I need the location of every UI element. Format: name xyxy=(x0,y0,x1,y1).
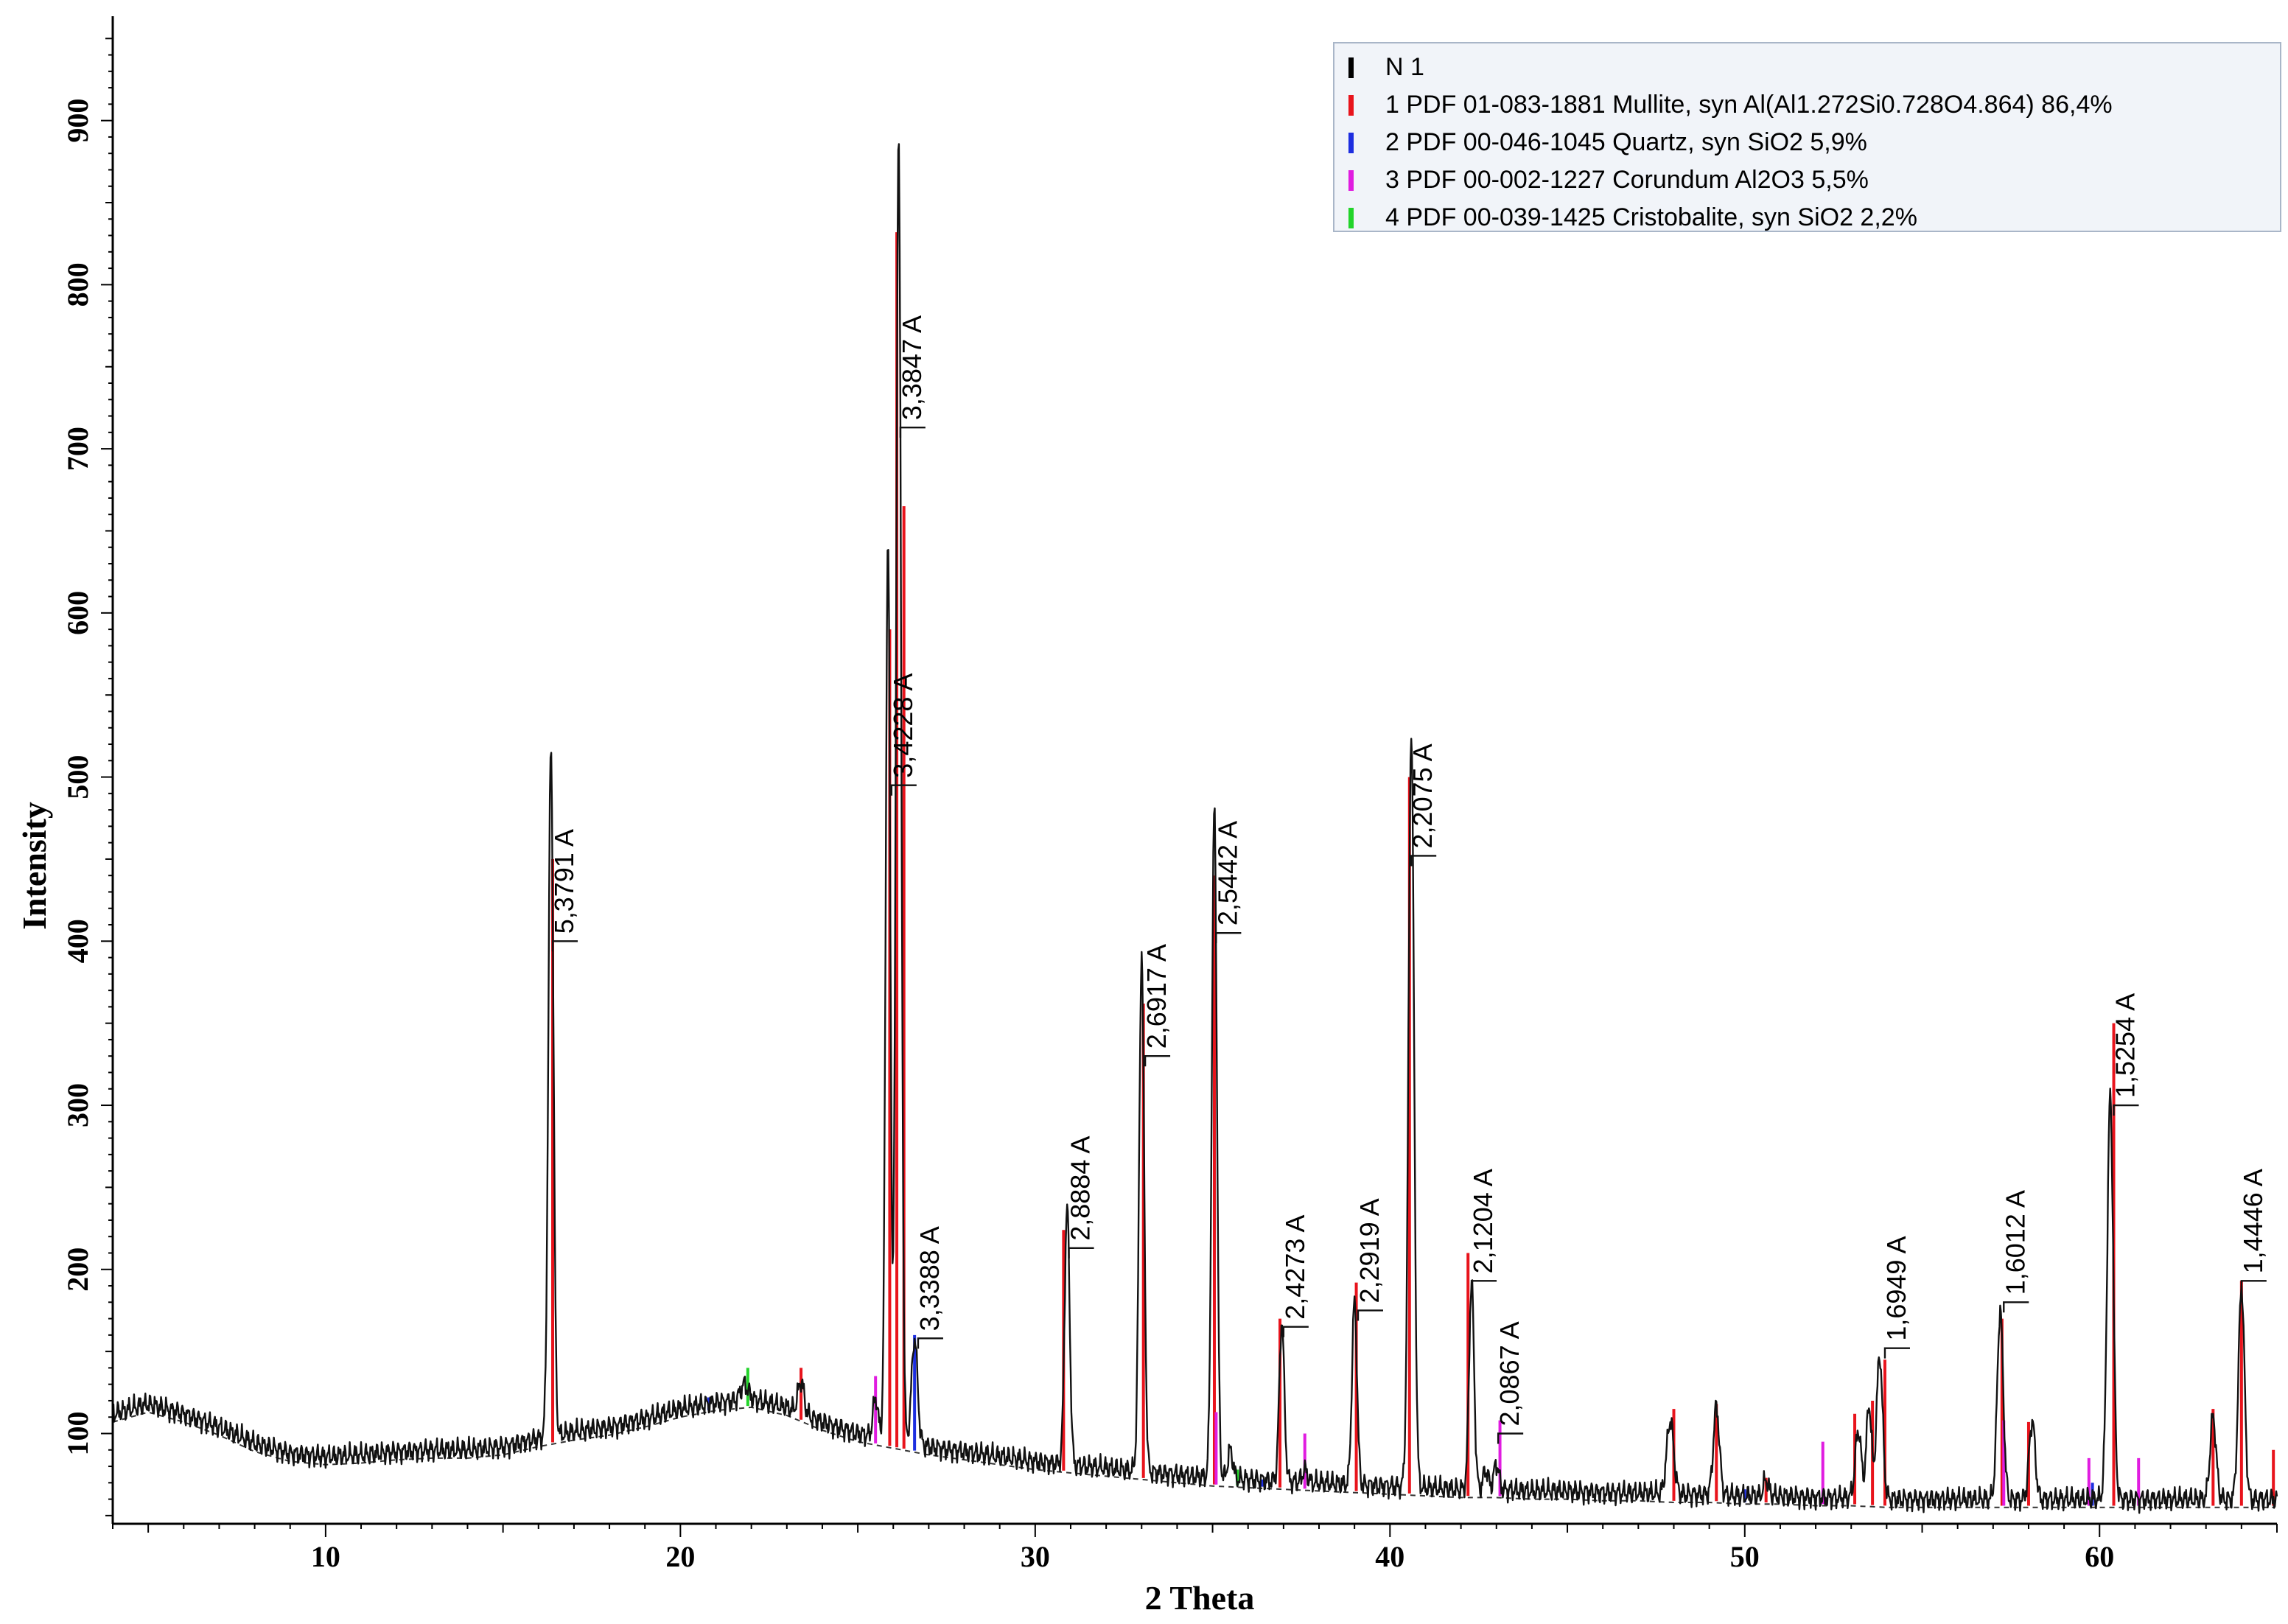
peak-label: 1,4446 A xyxy=(2238,1169,2268,1273)
peak-label-marker xyxy=(1068,1247,1094,1259)
peak-label: 2,8884 A xyxy=(1066,1136,1096,1241)
peak-label: 2,1204 A xyxy=(1468,1169,1498,1273)
peak-label: 1,6012 A xyxy=(2000,1190,2030,1295)
x-tick-label: 60 xyxy=(2085,1540,2114,1573)
y-tick-label: 700 xyxy=(61,427,94,471)
peak-label: 2,4273 A xyxy=(1280,1215,1310,1320)
y-tick-label: 800 xyxy=(61,262,94,307)
peak-label-marker xyxy=(2113,1104,2139,1116)
peak-label: 2,2075 A xyxy=(1407,743,1438,848)
peak-label-marker xyxy=(890,784,917,796)
peak-label-marker xyxy=(551,940,578,952)
peak-label-marker xyxy=(1144,1055,1171,1067)
legend-label: 4 PDF 00-039-1425 Cristobalite, syn SiO2… xyxy=(1385,203,1917,231)
peak-label-marker xyxy=(2240,1280,2267,1292)
peak-label: 3,3847 A xyxy=(897,315,927,420)
x-tick-label: 10 xyxy=(311,1540,340,1573)
legend-swatch xyxy=(1348,208,1354,228)
peak-labels-layer: 5,3791 A 3,4228 A 3,3847 A 3,3388 A 2,8884 A… xyxy=(549,315,2268,1444)
peak-label-marker xyxy=(1470,1280,1497,1292)
peak-label: 5,3791 A xyxy=(549,829,579,934)
peak-label-marker xyxy=(1410,855,1437,867)
pattern-line xyxy=(111,143,2278,1514)
peak-label: 1,6949 A xyxy=(1881,1236,1911,1341)
legend-swatch xyxy=(1348,57,1354,78)
peak-label: 2,2919 A xyxy=(1354,1198,1385,1303)
legend-label: 1 PDF 01-083-1881 Mullite, syn Al(Al1.27… xyxy=(1385,91,2113,119)
legend-label: 2 PDF 00-046-1045 Quartz, syn SiO2 5,9% xyxy=(1385,128,1867,156)
peak-label-marker xyxy=(1357,1309,1383,1321)
peak-label: 1,5254 A xyxy=(2110,993,2141,1098)
axes-layer: 10 20 30 40 50 60 100 200 300 400 500 600 700 800 900 xyxy=(61,16,2278,1573)
peak-label-marker xyxy=(899,426,926,438)
y-tick-label: 300 xyxy=(61,1083,94,1127)
legend-label: 3 PDF 00-002-1227 Corundum Al2O3 5,5% xyxy=(1385,166,1869,194)
y-tick-label: 400 xyxy=(61,919,94,963)
peak-label: 2,6917 A xyxy=(1141,944,1172,1049)
peak-label-marker xyxy=(917,1337,943,1349)
y-tick-label: 900 xyxy=(61,99,94,143)
legend-swatch xyxy=(1348,170,1354,191)
x-tick-label: 50 xyxy=(1730,1540,1760,1573)
y-axis-title: Intensity xyxy=(15,802,53,930)
x-axis-title: 2 Theta xyxy=(1145,1579,1255,1617)
peak-label-marker xyxy=(1215,931,1242,944)
peak-label: 3,3388 A xyxy=(914,1226,945,1331)
x-tick-label: 20 xyxy=(665,1540,695,1573)
peak-label: 3,4228 A xyxy=(888,673,918,778)
legend-swatch xyxy=(1348,133,1354,153)
y-tick-label: 200 xyxy=(61,1247,94,1292)
peak-label: 2,0867 A xyxy=(1494,1321,1525,1426)
legend-box xyxy=(1333,42,2281,232)
legend-swatch xyxy=(1348,95,1354,116)
peak-label-marker xyxy=(1883,1347,1910,1359)
pattern-layer xyxy=(111,143,2278,1514)
x-tick-label: 40 xyxy=(1375,1540,1404,1573)
y-tick-label: 100 xyxy=(61,1411,94,1455)
legend-label: N 1 xyxy=(1385,53,1424,81)
y-tick-label: 600 xyxy=(61,591,94,635)
peak-label-marker xyxy=(1282,1326,1309,1337)
y-tick-label: 500 xyxy=(61,755,94,799)
legend: N 1 1 PDF 01-083-1881 Mullite, syn Al(Al1… xyxy=(1333,42,2281,232)
x-tick-label: 30 xyxy=(1021,1540,1050,1573)
peak-label-marker xyxy=(2003,1301,2029,1313)
peak-label-marker xyxy=(1497,1432,1524,1444)
peak-label: 2,5442 A xyxy=(1212,821,1242,925)
